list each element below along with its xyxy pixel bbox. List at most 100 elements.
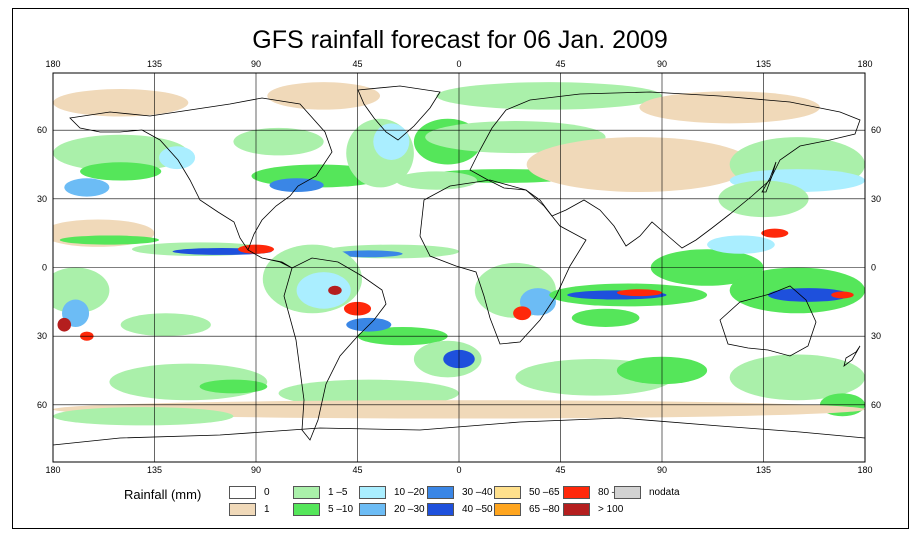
south-america-outline: [283, 257, 387, 441]
legend-label: 5 –10: [328, 503, 354, 515]
rain-region: [761, 228, 789, 238]
graticule: [53, 73, 865, 462]
rain-region: [768, 288, 850, 302]
x-tick-label-bottom: 45: [555, 465, 565, 475]
y-tick-label-right: 60: [871, 125, 881, 135]
x-tick-label-bottom: 45: [352, 465, 362, 475]
y-tick-label-right: 30: [871, 194, 881, 204]
rain-region: [53, 407, 234, 426]
legend-swatch: [563, 485, 590, 499]
legend-label: 30 –40: [462, 486, 493, 498]
rain-region: [80, 162, 162, 181]
rain-region: [59, 235, 160, 245]
rain-region: [267, 82, 381, 110]
legend-label: 40 –50: [462, 503, 493, 515]
x-tick-label-top: 90: [251, 59, 261, 69]
y-tick-label-left: 60: [37, 125, 47, 135]
y-tick-label-right: 30: [871, 331, 881, 341]
rain-region: [120, 313, 211, 337]
legend-swatch: [427, 485, 454, 499]
rain-region: [269, 178, 324, 192]
legend-item: 0: [229, 485, 270, 499]
rain-region: [729, 354, 865, 401]
legend-swatch: [427, 502, 454, 516]
legend-label: 0: [264, 486, 270, 498]
legend-item: 50 –65: [494, 485, 560, 499]
legend-item: 1: [229, 502, 270, 516]
x-tick-label-top: 180: [45, 59, 60, 69]
rain-region: [571, 308, 640, 327]
rain-region: [57, 317, 72, 332]
legend-item: 30 –40: [427, 485, 493, 499]
rain-region: [328, 285, 342, 295]
legend-item: 40 –50: [427, 502, 493, 516]
legend-label: 20 –30: [394, 503, 425, 515]
legend-swatch: [614, 485, 641, 499]
rain-region: [64, 178, 110, 197]
continent-outlines: [53, 85, 865, 446]
axis-ticks: 180 180 135 135 90 90 45 45 0 0 45 45 90 90 135 135 180 1…: [37, 59, 881, 475]
legend-swatch: [293, 485, 320, 499]
legend-label: > 100: [598, 503, 624, 515]
x-tick-label-top: 135: [147, 59, 162, 69]
rain-region: [334, 250, 403, 258]
x-tick-label-bottom: 180: [857, 465, 872, 475]
rain-region: [296, 272, 351, 309]
map-border: [52, 72, 866, 463]
rain-region: [526, 137, 753, 192]
rain-region: [707, 235, 775, 254]
japan-outline: [761, 161, 777, 193]
australia-outline: [719, 285, 817, 357]
greenland-outline: [357, 85, 441, 141]
y-tick-label-right: 60: [871, 400, 881, 410]
y-tick-label-left: 60: [37, 400, 47, 410]
y-tick-label-right: 0: [871, 263, 876, 273]
legend-swatch: [563, 502, 590, 516]
rain-region: [53, 89, 189, 117]
legend-item: 1 –5: [293, 485, 347, 499]
rain-region: [639, 91, 820, 124]
eurasia-outline: [469, 91, 861, 249]
x-tick-label-top: 90: [657, 59, 667, 69]
rain-region: [199, 379, 268, 394]
y-tick-label-left: 30: [37, 194, 47, 204]
x-tick-label-bottom: 135: [147, 465, 162, 475]
x-tick-label-top: 180: [857, 59, 872, 69]
legend-swatch: [359, 502, 386, 516]
x-tick-label-bottom: 90: [657, 465, 667, 475]
rain-region: [616, 289, 662, 297]
legend-label: 1: [264, 503, 270, 515]
legend-title: Rainfall (mm): [124, 487, 202, 502]
legend-label: 1 –5: [328, 486, 348, 498]
legend-item: 20 –30: [359, 502, 425, 516]
new-zealand-outline: [843, 345, 861, 367]
x-tick-label-top: 0: [456, 59, 461, 69]
rain-region: [519, 288, 556, 316]
rain-region: [233, 127, 324, 156]
legend-item: 65 –80: [494, 502, 560, 516]
legend-label: 50 –65: [529, 486, 560, 498]
legend-swatch: [494, 502, 521, 516]
legend-swatch: [229, 502, 256, 516]
legend-label: nodata: [649, 486, 680, 498]
x-tick-label-bottom: 135: [756, 465, 771, 475]
x-tick-label-bottom: 0: [456, 465, 461, 475]
africa-outline: [419, 179, 587, 345]
y-tick-label-left: 0: [42, 263, 47, 273]
rain-region: [436, 82, 662, 110]
rain-region: [373, 123, 410, 160]
legend-label: 65 –80: [529, 503, 560, 515]
north-america-outline: [69, 97, 333, 269]
x-tick-label-top: 135: [756, 59, 771, 69]
rain-region: [159, 146, 196, 170]
rain-region: [278, 379, 459, 408]
rain-region: [513, 306, 532, 321]
rain-region: [53, 267, 110, 314]
legend-item: > 100: [563, 502, 623, 516]
antarctica-outline: [53, 417, 865, 446]
legend-swatch: [293, 502, 320, 516]
y-tick-label-left: 30: [37, 331, 47, 341]
x-tick-label-top: 45: [555, 59, 565, 69]
legend-swatch: [494, 485, 521, 499]
